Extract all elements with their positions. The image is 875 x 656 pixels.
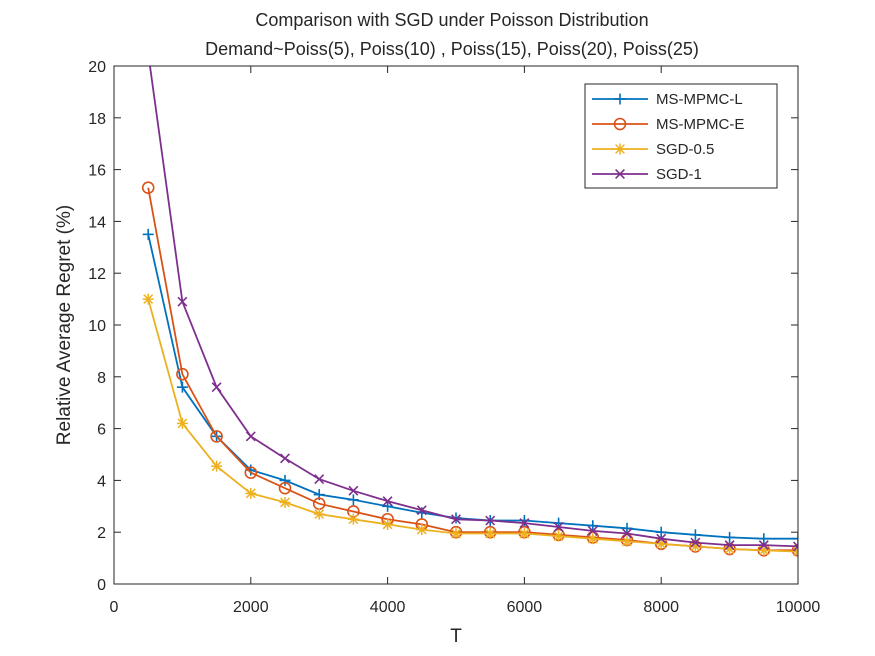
data-point-ms-mpmc-l <box>758 533 770 545</box>
data-point-sgd-0-5 <box>450 527 462 539</box>
y-axis-label: Relative Average Regret (%) <box>54 205 75 445</box>
x-tick-label: 4000 <box>370 599 406 616</box>
data-point-sgd-0-5 <box>518 527 530 539</box>
data-point-sgd-0-5 <box>279 496 291 508</box>
legend-entry-ms-mpmc-e: MS-MPMC-E <box>592 116 744 133</box>
data-point-sgd-1 <box>587 525 598 536</box>
y-tick-label: 10 <box>88 318 106 335</box>
data-point-sgd-1 <box>177 296 188 307</box>
chart-title: Comparison with SGD under Poisson Distri… <box>255 10 648 30</box>
data-point-ms-mpmc-l <box>655 526 667 538</box>
data-point-sgd-1 <box>382 496 393 507</box>
y-tick-label: 20 <box>88 59 106 76</box>
data-point-sgd-1 <box>519 518 530 529</box>
legend: MS-MPMC-L MS-MPMC-E SGD-0.5 SGD-1 <box>584 83 778 189</box>
y-tick-label: 16 <box>88 163 106 180</box>
data-point-ms-mpmc-l <box>382 500 394 512</box>
y-tick-label: 4 <box>97 473 106 490</box>
data-point-sgd-0-5 <box>758 544 770 556</box>
data-point-sgd-1 <box>314 474 325 485</box>
legend-label: SGD-0.5 <box>656 141 714 158</box>
data-point-sgd-1 <box>211 382 222 393</box>
data-point-sgd-0-5 <box>313 508 325 520</box>
data-point-sgd-1 <box>724 540 735 551</box>
legend-label: MS-MPMC-E <box>656 116 744 133</box>
data-point-sgd-1 <box>793 541 798 552</box>
x-tick-label: 8000 <box>643 599 679 616</box>
data-point-sgd-0-5 <box>553 530 565 542</box>
y-tick-label: 12 <box>88 266 106 283</box>
data-point-ms-mpmc-l <box>724 531 736 543</box>
data-point-sgd-0-5 <box>142 293 154 305</box>
x-axis-label: T <box>450 626 462 647</box>
data-point-sgd-1 <box>656 533 667 544</box>
data-point-sgd-1 <box>348 485 359 496</box>
data-point-ms-mpmc-e <box>210 430 223 443</box>
y-tick-label: 0 <box>97 577 106 594</box>
data-point-sgd-0-5 <box>176 417 188 429</box>
x-tick-label: 10000 <box>776 599 821 616</box>
data-point-sgd-0-5 <box>347 513 359 525</box>
data-point-ms-mpmc-l <box>689 529 701 541</box>
legend-marker <box>614 93 626 105</box>
y-tick-label: 18 <box>88 111 106 128</box>
legend-entry-sgd-1: SGD-1 <box>592 166 702 183</box>
series-sgd-1 <box>144 49 798 552</box>
legend-label: MS-MPMC-L <box>656 91 743 108</box>
data-point-sgd-0-5 <box>245 487 257 499</box>
series-sgd-0-5 <box>142 293 798 558</box>
x-tick-label: 0 <box>110 599 119 616</box>
y-tick-label: 6 <box>97 422 106 439</box>
data-point-ms-mpmc-e <box>791 544 798 557</box>
data-point-ms-mpmc-l <box>621 522 633 534</box>
data-point-sgd-1 <box>416 505 427 516</box>
data-point-sgd-1 <box>690 537 701 548</box>
data-point-sgd-1 <box>622 528 632 539</box>
legend-marker <box>614 143 626 155</box>
data-point-sgd-0-5 <box>621 535 633 547</box>
data-point-sgd-0-5 <box>382 518 394 530</box>
data-point-sgd-1 <box>758 540 769 551</box>
data-point-ms-mpmc-l <box>587 520 599 532</box>
data-point-ms-mpmc-l <box>347 494 359 506</box>
y-tick-label: 2 <box>97 525 106 542</box>
legend-marker <box>613 117 627 131</box>
series-line-sgd-0-5 <box>147 298 798 553</box>
y-tick-label: 14 <box>88 214 106 231</box>
chart-subtitle: Demand~Poiss(5), Poiss(10) , Poiss(15), … <box>205 39 699 59</box>
data-point-sgd-1 <box>144 49 153 58</box>
legend-marker <box>615 169 625 179</box>
legend-label: SGD-1 <box>656 166 702 183</box>
x-tick-label: 2000 <box>233 599 269 616</box>
data-point-sgd-1 <box>485 515 496 526</box>
data-point-sgd-0-5 <box>484 527 496 539</box>
legend-entry-sgd-0-5: SGD-0.5 <box>592 141 714 158</box>
data-point-sgd-1 <box>280 453 290 464</box>
data-point-ms-mpmc-e <box>176 367 189 381</box>
data-point-ms-mpmc-l <box>792 533 798 545</box>
data-point-ms-mpmc-e <box>244 466 258 479</box>
data-point-ms-mpmc-l <box>176 381 188 393</box>
y-tick-label: 8 <box>97 370 106 387</box>
data-point-ms-mpmc-l <box>142 228 154 240</box>
x-tick-label: 6000 <box>507 599 543 616</box>
data-point-ms-mpmc-e <box>278 481 292 495</box>
data-point-ms-mpmc-e <box>141 181 155 195</box>
data-point-sgd-0-5 <box>211 460 223 472</box>
data-point-sgd-1 <box>245 431 256 442</box>
legend-entry-ms-mpmc-l: MS-MPMC-L <box>592 91 743 108</box>
data-point-sgd-1 <box>553 522 564 532</box>
series-line-sgd-1 <box>149 66 798 548</box>
data-point-ms-mpmc-l <box>279 474 291 486</box>
data-point-sgd-0-5 <box>416 524 428 536</box>
data-point-sgd-0-5 <box>587 533 599 545</box>
data-point-sgd-1 <box>451 514 461 525</box>
axes-box <box>113 65 799 585</box>
